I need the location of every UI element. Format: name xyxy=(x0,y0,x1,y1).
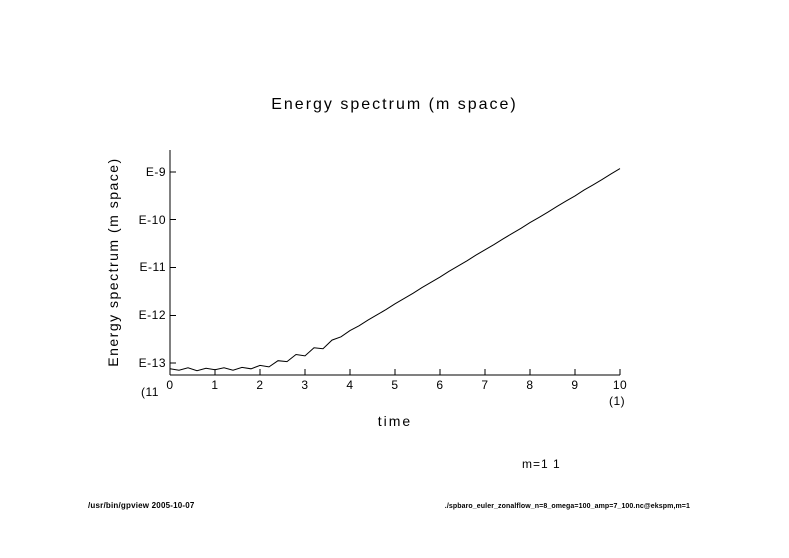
y-tick-label: E-12 xyxy=(138,308,166,322)
x-tick-label: 2 xyxy=(256,378,264,392)
x-tick-label: 0 xyxy=(166,378,174,392)
x-tick-label: 5 xyxy=(391,378,399,392)
x-tick-label: 6 xyxy=(436,378,444,392)
y-tick-label: E-11 xyxy=(139,260,166,274)
x-tick-label: 7 xyxy=(481,378,489,392)
x-tick-label: 8 xyxy=(526,378,534,392)
chart-title: Energy spectrum (m space) xyxy=(271,96,518,113)
y-tick-label: E-9 xyxy=(145,165,166,179)
y-tick-label: E-10 xyxy=(138,213,166,227)
x-tick-label: 10 xyxy=(612,378,628,392)
x-tick-label: 9 xyxy=(571,378,579,392)
legend-label: m=1 1 xyxy=(522,457,561,471)
x-tick-label: 4 xyxy=(346,378,354,392)
x-tick-label: 1 xyxy=(211,378,219,392)
axis-note-right: (1) xyxy=(609,394,626,408)
x-tick-label: 3 xyxy=(301,378,309,392)
footer-file-text: ./spbaro_euler_zonalflow_n=8_omega=100_a… xyxy=(444,503,690,510)
axis-note-left: (11 xyxy=(141,385,159,399)
x-axis-title: time xyxy=(377,413,413,429)
y-tick-label: E-13 xyxy=(138,356,166,370)
footer-command-text: /usr/bin/gpview 2005-10-07 xyxy=(88,501,195,510)
